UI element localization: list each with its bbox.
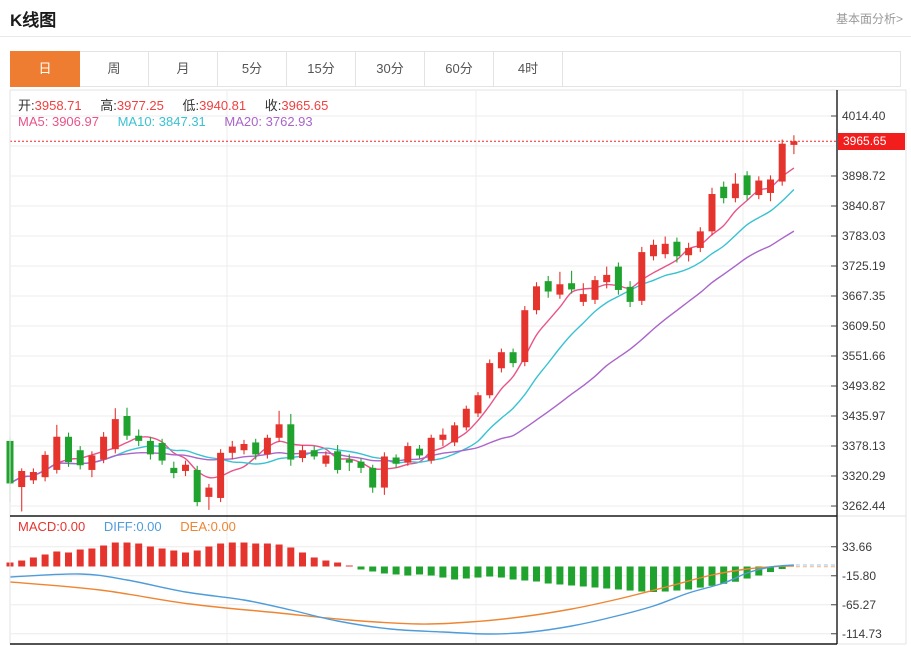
y-axis-label: -15.80 [842, 568, 877, 583]
ma10-value: MA10: 3847.31 [117, 114, 206, 129]
page-title: K线图 [10, 11, 57, 30]
ma20-line [9, 230, 795, 485]
y-axis-label: 3435.97 [842, 409, 886, 423]
close-value: 收:3965.65 [264, 98, 329, 113]
tab-day[interactable]: 日 [10, 51, 80, 87]
y-axis-label: 3551.66 [842, 349, 886, 363]
axis-ticks [831, 115, 837, 635]
gridlines [11, 91, 836, 643]
y-axis-label: 3493.82 [842, 379, 886, 393]
line-extensions [795, 564, 836, 568]
fundamental-analysis-link[interactable]: 基本面分析> [835, 12, 903, 26]
ma10-line [9, 188, 795, 485]
y-axis-label: -65.27 [842, 597, 877, 612]
macd-value: MACD:0.00 [18, 519, 86, 534]
diff-value: DIFF:0.00 [103, 519, 162, 534]
tab-month[interactable]: 月 [149, 52, 218, 86]
chart-frame [9, 89, 907, 645]
current-price-tag: 3965.65 [838, 133, 905, 150]
y-axis-label: 3783.03 [842, 229, 886, 243]
open-value: 开:3958.71 [18, 98, 82, 113]
y-axis-label: 4014.40 [842, 109, 886, 123]
y-axis-label: 33.66 [842, 539, 873, 554]
dea-value: DEA:0.00 [180, 519, 236, 534]
y-axis-label: 3725.19 [842, 259, 886, 273]
y-axis-label: -114.73 [842, 626, 882, 641]
tab-30min[interactable]: 30分 [356, 52, 425, 86]
tab-week[interactable]: 周 [80, 52, 149, 86]
macd-histogram [6, 542, 786, 593]
y-axis-label: 3378.13 [842, 439, 886, 453]
ma-info: MA5: 3906.97 MA10: 3847.31 MA20: 3762.93 [18, 114, 328, 129]
y-axis-label: 3667.35 [842, 289, 886, 303]
y-axis-label: 3262.44 [842, 499, 886, 514]
tab-4hour[interactable]: 4时 [494, 52, 563, 86]
high-value: 高:3977.25 [100, 98, 164, 113]
macd-info: MACD:0.00 DIFF:0.00 DEA:0.00 [18, 519, 251, 534]
y-axis-label: 3320.29 [842, 469, 886, 483]
tab-5min[interactable]: 5分 [218, 52, 287, 86]
period-tabbar: 日周月 5分 15分 30分 60分 4时 [10, 51, 901, 87]
ma20-value: MA20: 3762.93 [224, 114, 313, 129]
y-axis-label: 3898.72 [842, 169, 886, 183]
ma5-value: MA5: 3906.97 [18, 114, 99, 129]
candles [6, 135, 798, 512]
y-axis-label: 3609.50 [842, 319, 886, 333]
tab-60min[interactable]: 60分 [425, 52, 494, 86]
dea-line [9, 565, 794, 625]
header-divider [0, 36, 911, 37]
ohlc-info: 开:3958.71 高:3977.25 低:3940.81 收:3965.65 [18, 95, 343, 114]
diff-line [9, 564, 794, 635]
low-value: 低:3940.81 [182, 98, 247, 113]
y-axis-label: 3840.87 [842, 199, 886, 213]
tab-15min[interactable]: 15分 [287, 52, 356, 86]
